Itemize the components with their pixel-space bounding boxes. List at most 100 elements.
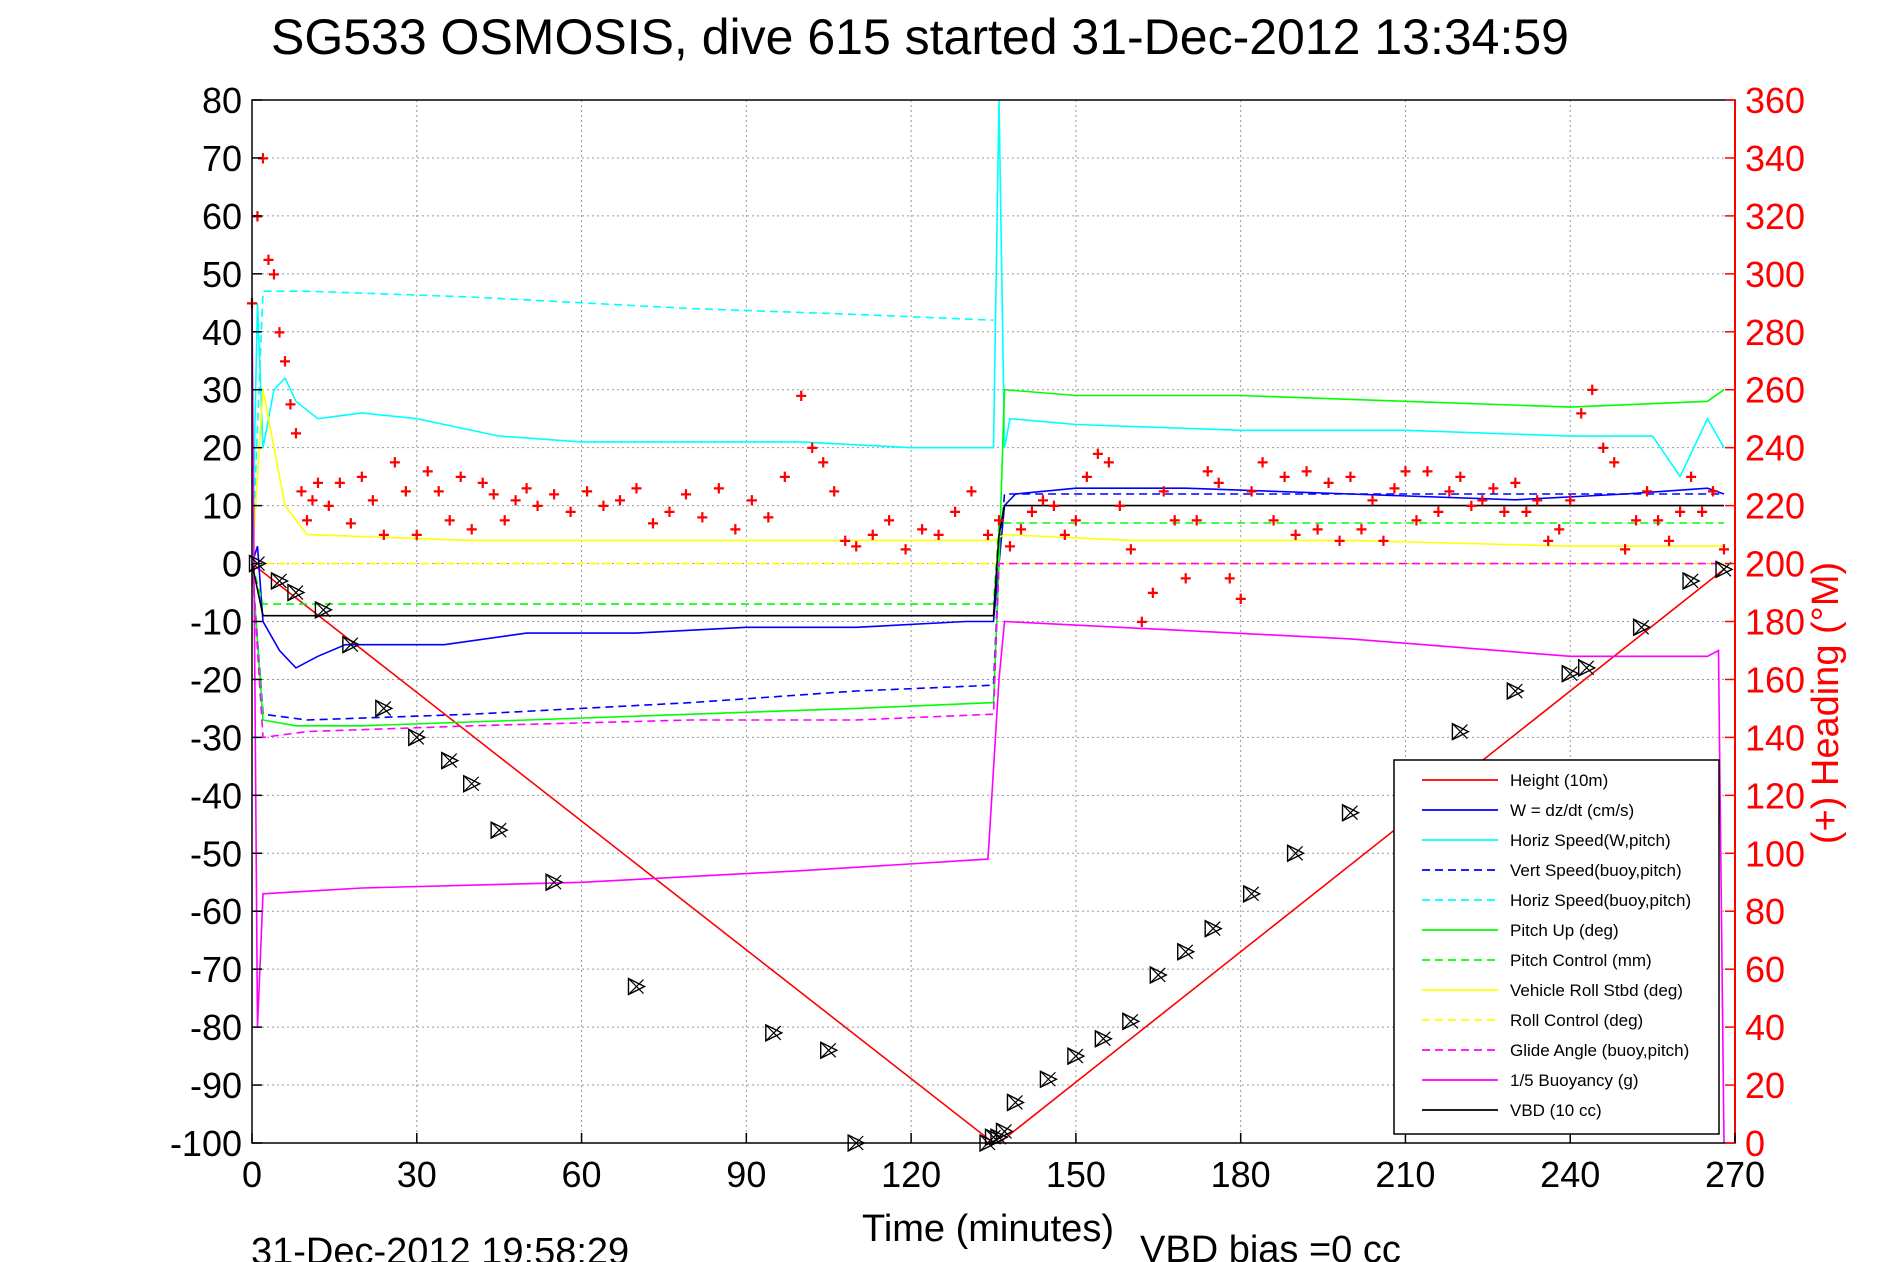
dive-marker-triangle	[820, 1041, 839, 1060]
dive-marker-triangle	[270, 571, 290, 591]
y2-tick-label: 160	[1745, 659, 1805, 700]
dive-marker-triangle	[342, 635, 361, 654]
heading-point: +	[1509, 472, 1521, 494]
dive-marker-triangle	[1039, 1070, 1058, 1089]
heading-point: +	[488, 484, 500, 506]
dive-marker-cross	[315, 602, 331, 618]
heading-point: +	[762, 507, 774, 529]
y2-tick-label: 100	[1745, 833, 1805, 874]
dive-marker-triangle	[248, 554, 268, 573]
y-tick-label: -80	[190, 1007, 242, 1048]
dive-marker-cross	[1683, 573, 1699, 589]
heading-point: +	[1103, 452, 1115, 474]
heading-series: +++++++++++++++++++++++++++++++++++++ +++…	[246, 148, 1730, 634]
dive-marker	[995, 1122, 1015, 1141]
dive-marker	[1506, 681, 1525, 701]
series-line-5	[251, 388, 1725, 727]
heading-point: +	[817, 452, 829, 474]
heading-point: +	[850, 536, 862, 558]
y2-tick-label: 300	[1745, 254, 1805, 295]
dive-marker	[1286, 844, 1306, 863]
legend-entry: Pitch Up (deg)	[1510, 921, 1619, 940]
heading-point: +	[839, 530, 851, 552]
dive-marker-cross	[1343, 805, 1358, 821]
heading-point: +	[1158, 481, 1170, 503]
dive-marker	[1715, 560, 1734, 579]
dive-marker-triangle	[408, 728, 427, 747]
heading-point: +	[296, 481, 308, 503]
heading-point: +	[367, 490, 379, 512]
dive-marker	[490, 820, 509, 840]
heading-point: +	[1037, 490, 1049, 512]
dive-marker-triangle	[1286, 844, 1306, 863]
heading-point: +	[1411, 510, 1423, 532]
heading-point: +	[1367, 490, 1379, 512]
dive-marker-triangle	[441, 751, 460, 770]
heading-point: +	[779, 467, 791, 489]
heading-point: +	[1048, 496, 1060, 518]
legend-entry: Horiz Speed(W,pitch)	[1510, 831, 1671, 850]
y-tick-label: -100	[170, 1123, 242, 1164]
legend-entry: Glide Angle (buoy,pitch)	[1510, 1041, 1689, 1060]
heading-point: +	[631, 478, 643, 500]
heading-point: +	[389, 452, 401, 474]
dive-marker-cross	[1150, 967, 1166, 983]
dive-marker	[270, 571, 290, 591]
dive-marker-cross	[1041, 1071, 1056, 1087]
y2-tick-label: 200	[1745, 544, 1805, 585]
dive-marker-triangle	[995, 1122, 1015, 1141]
legend-entry: Height (10m)	[1510, 771, 1608, 790]
heading-point: +	[647, 513, 659, 535]
dive-marker-cross	[1095, 1031, 1111, 1047]
heading-point: +	[1597, 438, 1609, 460]
heading-point: +	[1213, 472, 1225, 494]
heading-point: +	[1268, 510, 1280, 532]
dive-marker	[1242, 884, 1262, 903]
x-axis-label: Time (minutes)	[862, 1208, 1114, 1250]
heading-point: +	[274, 322, 286, 344]
heading-point: +	[1476, 490, 1488, 512]
heading-point: +	[1136, 612, 1148, 634]
dive-marker-cross	[343, 637, 359, 653]
heading-point: +	[279, 351, 291, 373]
heading-point: +	[268, 264, 280, 286]
heading-point: +	[1553, 519, 1565, 541]
heading-point: +	[900, 539, 912, 561]
vbd-bias-label: VBD bias =0 cc	[1140, 1229, 1401, 1262]
heading-point: +	[1389, 478, 1401, 500]
dive-marker-cross	[442, 753, 458, 768]
dive-marker-cross	[546, 874, 562, 890]
dive-marker	[1451, 722, 1470, 741]
heading-point: +	[1191, 510, 1203, 532]
dive-marker-cross	[821, 1042, 837, 1058]
heading-point: +	[422, 461, 434, 483]
heading-point: +	[664, 501, 676, 523]
heading-point: +	[1422, 461, 1434, 483]
heading-point: +	[1180, 568, 1192, 590]
dive-marker	[1067, 1046, 1086, 1066]
y2-axis-label: (+) Heading (°M)	[1805, 562, 1847, 844]
heading-point: +	[1235, 588, 1247, 610]
y2-tick-label: 320	[1745, 196, 1805, 237]
dive-marker	[1122, 1012, 1141, 1031]
heading-point: +	[614, 490, 626, 512]
heading-point: +	[1246, 481, 1258, 503]
heading-point: +	[1224, 568, 1236, 590]
y2-tick-label: 0	[1745, 1123, 1765, 1164]
dive-marker-triangle	[545, 873, 564, 892]
heading-point: +	[1663, 530, 1675, 552]
heading-point: +	[1433, 501, 1445, 523]
legend: Height (10m) W = dz/dt (cm/s) Horiz Speed(…	[1393, 759, 1720, 1135]
dive-marker-triangle	[1561, 664, 1580, 683]
heading-point: +	[680, 484, 692, 506]
series-line-9	[251, 562, 1724, 739]
heading-point: +	[411, 525, 423, 547]
heading-point: +	[982, 525, 994, 547]
dive-marker-cross	[1244, 886, 1260, 902]
heading-point: +	[1630, 510, 1642, 532]
dive-marker-triangle	[314, 600, 333, 620]
heading-point: +	[806, 438, 818, 460]
dive-marker-triangle	[990, 1128, 1009, 1147]
heading-point: +	[1455, 467, 1467, 489]
